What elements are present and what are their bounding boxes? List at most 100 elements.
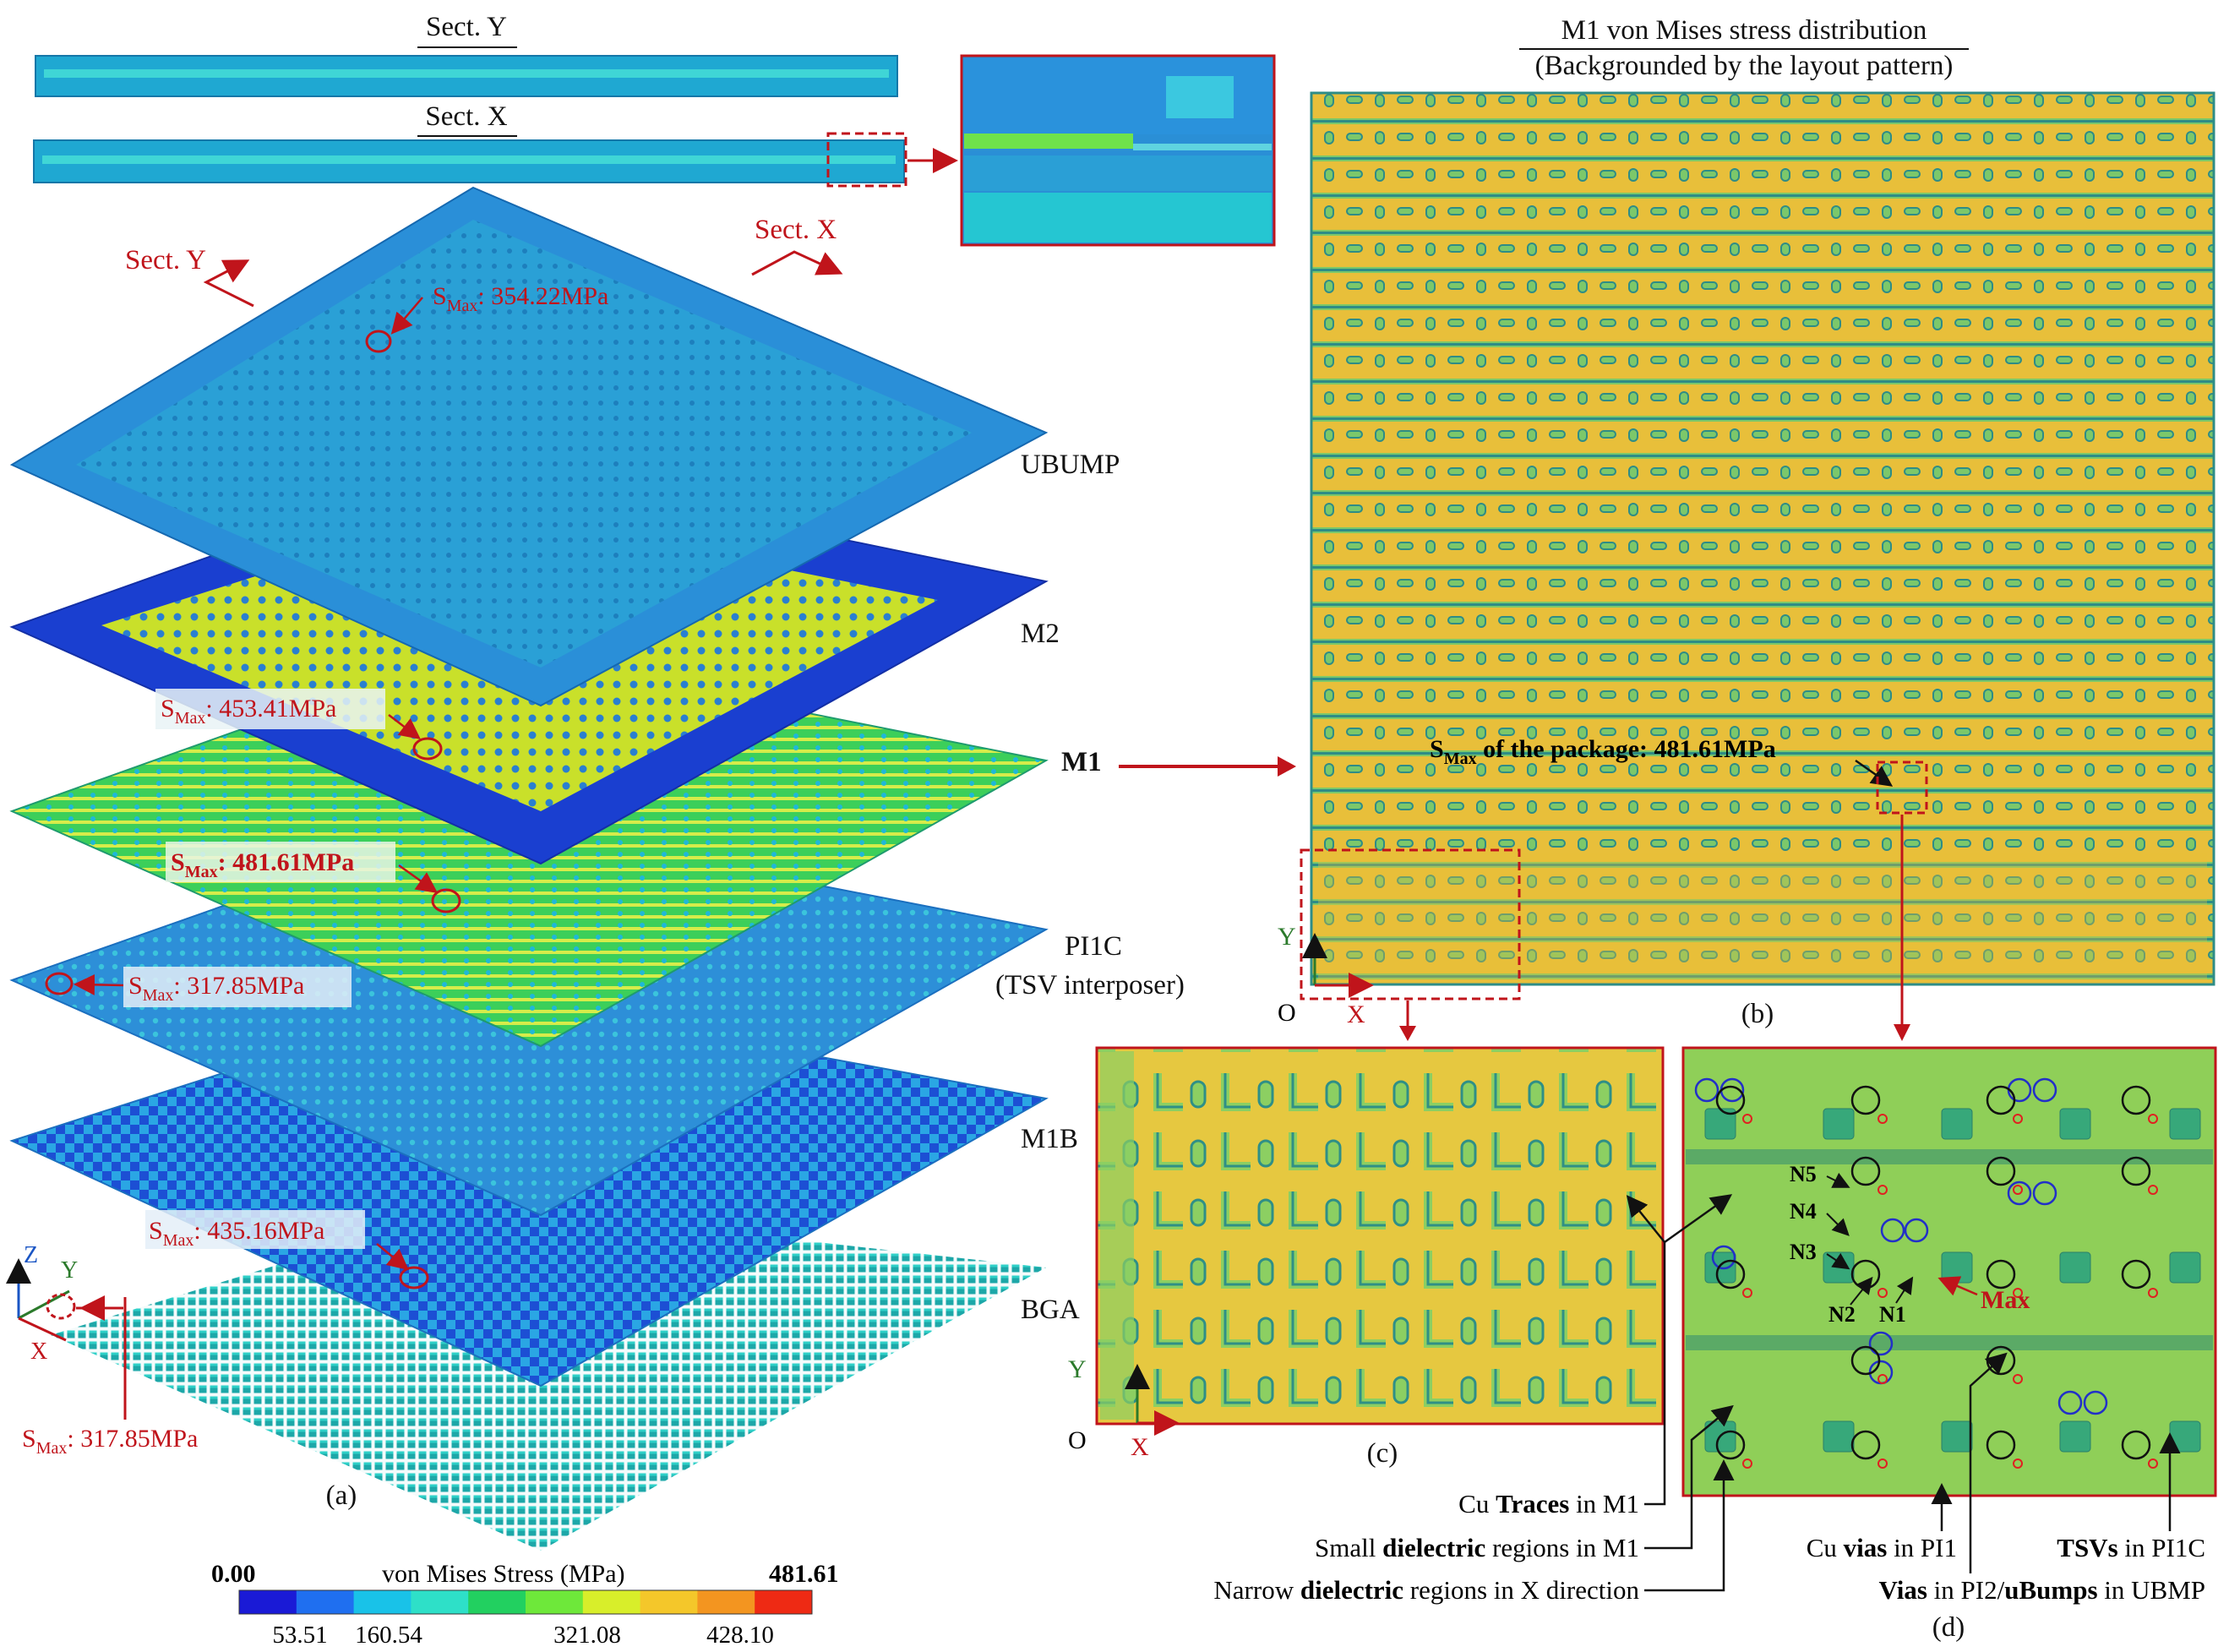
section-zoom-inset <box>960 54 1276 247</box>
bga-corner-smax-value: : 317.85MPa <box>67 1425 198 1453</box>
ubump-smax-sub: Max <box>447 297 478 315</box>
layer-m1b-label: M1B <box>1021 1124 1078 1154</box>
panel-c: Y X O (c) <box>1068 1046 1665 1469</box>
via-circle <box>1986 1259 2016 1289</box>
via-circle <box>1986 1430 2016 1460</box>
via-circle <box>1850 1430 1881 1460</box>
tsv-circle <box>2007 1180 2032 1206</box>
svg-text:SMax: 481.61MPa: SMax: 481.61MPa <box>171 848 354 881</box>
panel-b: M1 von Mises stress distribution (Backgr… <box>1278 15 2215 1041</box>
callout-cu-vias-post: in PI1 <box>1887 1533 1957 1562</box>
callout-cu-vias-bold: vias <box>1844 1533 1888 1562</box>
tsv-circle <box>2032 1180 2057 1206</box>
ubump-square <box>1823 1251 1855 1284</box>
via-circle <box>1850 1156 1881 1186</box>
cu-via-marker <box>2148 1114 2158 1124</box>
callout-cu-vias-pre: Cu <box>1807 1533 1844 1562</box>
node-n1-label: N1 <box>1879 1302 1906 1327</box>
bga-smax-value: : 435.16MPa <box>193 1217 324 1245</box>
ubump-square <box>1941 1108 1973 1140</box>
ubump-square <box>1941 1251 1973 1284</box>
sect-y-title: Sect. Y <box>426 12 507 42</box>
cu-via-marker <box>2148 1288 2158 1298</box>
tsv-circle <box>1868 1331 1894 1356</box>
callout-traces-bold: Traces <box>1496 1489 1569 1518</box>
callout-narrow-pre: Narrow <box>1213 1575 1300 1605</box>
colorbar-cell <box>526 1590 584 1614</box>
panel-b-to-d-arrowhead <box>1894 1024 1910 1041</box>
callout-narrow-post: regions in X direction <box>1403 1575 1639 1605</box>
m1-smax-annotation: SMax: 481.61MPa <box>166 842 461 913</box>
node-n3-label: N3 <box>1790 1240 1817 1264</box>
m1-layout-map <box>1310 91 2215 986</box>
layer-pi1c-label: PI1C <box>1065 931 1122 962</box>
colorbar-max-label: 481.61 <box>769 1560 839 1588</box>
node-n2-label: N2 <box>1828 1302 1856 1327</box>
layer-m2-label: M2 <box>1021 619 1060 649</box>
panel-b-smax-prefix: S <box>1430 735 1444 763</box>
callout-vias-ubumps-leader <box>1969 1352 2008 1573</box>
ubump-square <box>1823 1108 1855 1140</box>
callout-traces-arrow-c <box>1626 1195 1665 1243</box>
svg-text:SMax: 435.16MPa: SMax: 435.16MPa <box>149 1217 324 1250</box>
pi1c-smax-sub: Max <box>143 986 174 1005</box>
via-circle <box>1986 1156 2016 1186</box>
svg-text:SMax: 354.22MPa: SMax: 354.22MPa <box>433 282 608 315</box>
panel-b-zoom-c-box <box>1300 848 1521 1000</box>
cu-via-marker <box>1742 1458 1752 1469</box>
sect-x-title: Sect. X <box>425 101 507 132</box>
m1-smax-prefix: S <box>171 848 185 876</box>
m1-smax-sub: Max <box>185 863 218 881</box>
via-circle <box>1850 1345 1881 1376</box>
via-circle <box>1715 1085 1746 1115</box>
panel-b-title-line2: (Backgrounded by the layout pattern) <box>1535 51 1954 81</box>
colorbar-cell <box>411 1590 469 1614</box>
callout-traces-post: in M1 <box>1569 1489 1639 1518</box>
callout-small-post: regions in M1 <box>1485 1533 1639 1562</box>
tsv-circle <box>1711 1245 1736 1270</box>
callout-small-leader <box>1644 1404 1734 1550</box>
colorbar-cell <box>755 1590 813 1614</box>
cu-via-marker <box>2013 1458 2023 1469</box>
pi1c-smax-prefix: S <box>128 972 143 1000</box>
tsv-circle <box>1694 1077 1719 1103</box>
callout-small-dielectric: Small dielectric regions in M1 <box>1315 1533 1639 1562</box>
colorbar-tick-label: 428.10 <box>706 1622 774 1649</box>
ubump-smax-value: : 354.22MPa <box>477 282 608 310</box>
colorbar-cell <box>468 1590 526 1614</box>
panel-c-x-label: X <box>1131 1433 1149 1461</box>
ubump-square <box>2059 1251 2091 1284</box>
colorbar-cell <box>353 1590 411 1614</box>
m2-smax-value: : 453.41MPa <box>205 695 336 722</box>
colorbar-frame <box>238 1589 813 1615</box>
colorbar-title: von Mises Stress (MPa) <box>382 1560 625 1588</box>
callout-traces: Cu Traces in M1 <box>1458 1489 1639 1518</box>
panel-b-smax-sub: Max <box>1444 750 1477 768</box>
cu-via-marker <box>2013 1374 2023 1384</box>
panel-b-y-label: Y <box>1278 923 1296 951</box>
cu-via-marker <box>1742 1114 1752 1124</box>
bga-smax-prefix: S <box>149 1217 163 1245</box>
ubump-square <box>1941 1420 1973 1453</box>
node-n4-label: N4 <box>1790 1199 1817 1224</box>
axis-y-label: Y <box>61 1257 78 1284</box>
panel-d-trace-band-1 <box>1686 1149 2213 1164</box>
layer-pi1c-label-line2: (TSV interposer) <box>995 970 1185 1000</box>
cu-via-marker <box>1877 1185 1888 1195</box>
panel-b-to-c-arrowhead <box>1399 1026 1416 1041</box>
callout-narrow-dielectric: Narrow dielectric regions in X direction <box>1213 1575 1639 1605</box>
cu-via-marker <box>1877 1288 1888 1298</box>
callout-vu-mid: in PI2/ <box>1927 1575 2005 1605</box>
axis-z-label: Z <box>24 1242 38 1268</box>
layer-m1-label: M1 <box>1061 747 1102 777</box>
layer-bga-label: BGA <box>1021 1295 1080 1325</box>
panel-d-caption: (d) <box>1932 1612 1965 1643</box>
colorbar: 0.00 von Mises Stress (MPa) 481.61 53.51… <box>211 1560 839 1649</box>
via-circle <box>1715 1430 1746 1460</box>
panel-b-x-label: X <box>1347 1000 1365 1028</box>
via-circle <box>2121 1259 2151 1289</box>
panel-b-title-line1: M1 von Mises stress distribution <box>1561 15 1927 46</box>
bga-smax-annotation: SMax: 435.16MPa <box>145 1210 429 1289</box>
cu-via-marker <box>2148 1458 2158 1469</box>
via-circle <box>2121 1085 2151 1115</box>
